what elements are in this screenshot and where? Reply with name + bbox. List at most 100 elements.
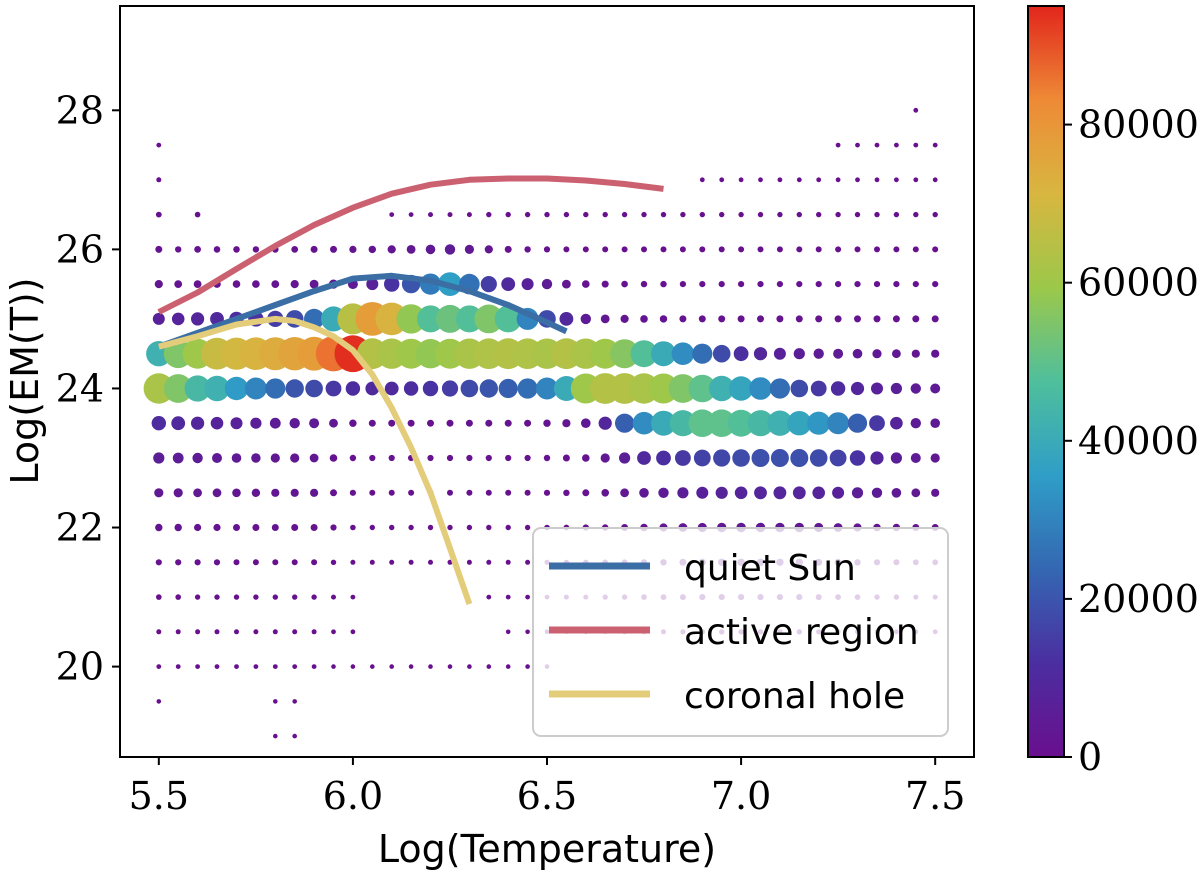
x-tick-label: 5.5 [129,774,189,818]
scatter-point [290,488,299,497]
scatter-point [581,418,591,429]
scatter-point [305,379,323,398]
scatter-point [447,489,453,496]
scatter-point [792,486,806,500]
scatter-point [486,211,492,218]
scatter-point [892,315,900,323]
scatter-point [486,664,492,669]
scatter-point [932,246,939,253]
scatter-point [931,349,940,358]
scatter-point [253,629,259,635]
scatter-point [795,315,803,323]
scatter-point [427,454,434,462]
scatter-point [171,416,186,431]
scatter-point [738,211,744,218]
scatter-point [272,594,278,600]
x-tick-label: 7.5 [905,774,965,818]
scatter-point [738,246,745,253]
scatter-point [369,559,375,565]
scatter-point [370,664,375,669]
scatter-point [230,417,243,430]
scatter-point [932,211,938,218]
scatter-point [505,489,512,496]
scatter-point [156,177,162,183]
scatter-point [910,383,921,394]
scatter-point [563,489,570,496]
scatter-point [194,211,201,218]
scatter-point [854,211,861,218]
scatter-point [269,417,281,429]
scatter-point [484,245,493,254]
scatter-point [253,664,259,669]
scatter-point [425,244,436,255]
scatter-point [815,246,822,253]
scatter-point [290,280,299,289]
scatter-point [932,142,938,148]
scatter-point [505,211,511,218]
scatter-point [910,418,921,429]
scatter-point [271,280,280,288]
scatter-point [892,349,901,359]
scatter-point [310,488,319,497]
scatter-point [543,489,551,496]
scatter-point [835,142,841,148]
scatter-point [155,211,162,218]
scatter-point [930,453,940,463]
scatter-point [384,381,399,396]
scatter-point [194,594,201,600]
x-axis-label: Log(Temperature) [378,827,716,871]
scatter-point [813,348,824,359]
scatter-point [309,279,319,289]
scatter-point [466,212,472,218]
x-axis: 5.5 6.0 6.5 7.0 7.5 [129,757,965,818]
scatter-point [679,315,687,323]
scatter-point [485,419,493,427]
scatter-point [163,374,193,403]
scatter-point [656,450,671,466]
scatter-point [816,211,822,218]
scatter-point [330,489,337,497]
scatter-point [212,453,222,463]
scatter-point [388,489,395,496]
scatter-point [233,594,240,600]
scatter-point [213,246,221,253]
y-tick-label: 22 [56,506,104,550]
scatter-point [192,452,203,464]
scatter-point [890,382,903,395]
scatter-point [713,449,731,467]
scatter-point [890,452,903,464]
scatter-point [156,594,162,600]
scatter-point [675,450,691,466]
scatter-point [368,419,376,427]
scatter-point [582,454,590,462]
scatter-point [155,523,163,532]
scatter-point [582,246,589,253]
scatter-point [793,348,805,360]
scatter-point [815,281,822,288]
colorbar-tick-label: 0 [1078,735,1102,779]
scatter-point [273,699,278,704]
scatter-point [767,410,793,436]
scatter-point [660,211,667,218]
scatter-point [524,211,531,218]
scatter-point [505,664,511,669]
scatter-point [191,312,205,326]
scatter-point [329,418,338,428]
scatter-point [191,416,205,430]
scatter-point [698,315,706,323]
scatter-point [273,733,278,739]
scatter-point [272,559,279,566]
scatter-point [738,177,744,183]
scatter-point [233,524,240,531]
scatter-point [847,413,868,433]
scatter-point [156,142,162,148]
scatter-point [175,594,181,600]
scatter-point [345,381,361,396]
y-tick-label: 20 [56,645,104,689]
scatter-point [156,699,162,704]
colorbar-ticks: 0 20000 40000 60000 80000 [1064,103,1199,779]
scatter-point [325,380,342,397]
scatter-point [679,246,686,253]
scatter-point [639,488,649,498]
scatter-point [874,211,880,218]
